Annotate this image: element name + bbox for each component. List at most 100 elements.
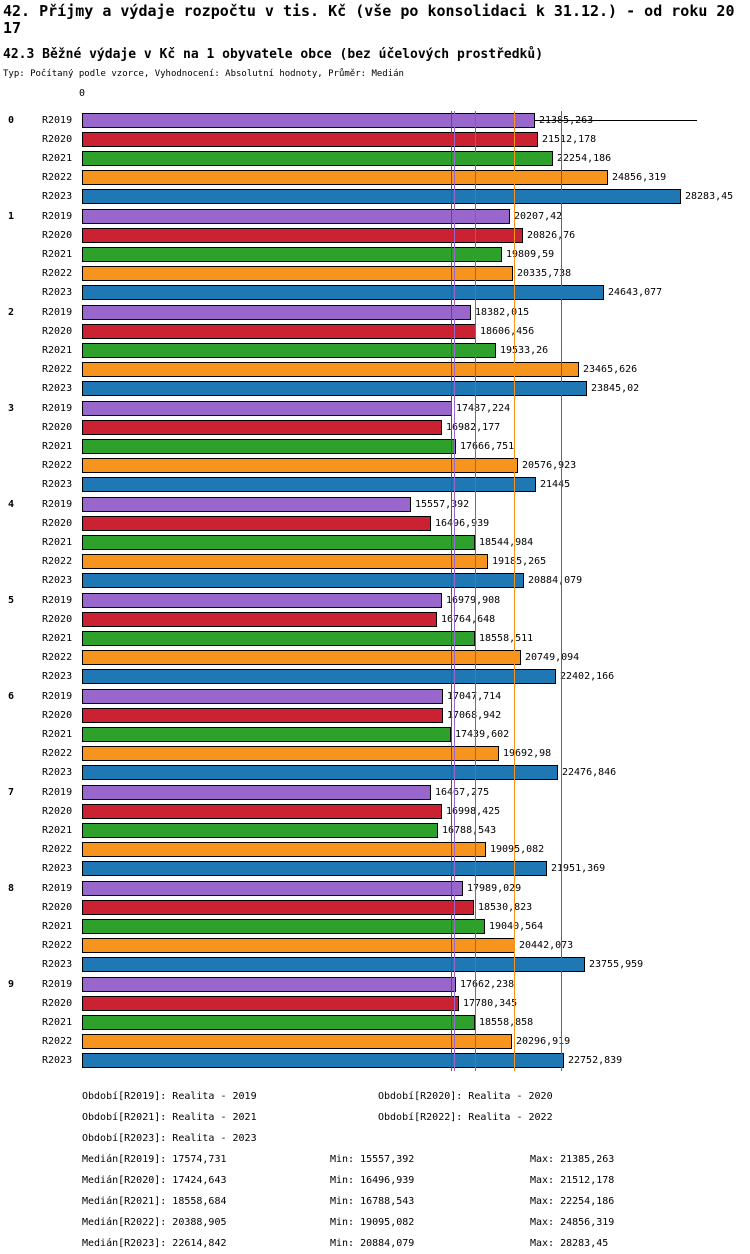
bar-track: 17662,238 bbox=[82, 975, 697, 994]
bar-value-label: 17780,345 bbox=[463, 998, 518, 1009]
bar-r2023-group-9 bbox=[82, 1053, 564, 1068]
series-label: R2022 bbox=[42, 748, 73, 759]
bar-track: 24856,319 bbox=[82, 168, 697, 187]
bar-value-label: 16496,939 bbox=[435, 518, 490, 529]
series-label: R2023 bbox=[42, 671, 73, 682]
bar-row: 8 R2019 17989,029 bbox=[0, 879, 750, 898]
bar-value-label: 20576,923 bbox=[522, 460, 577, 471]
series-label: R2022 bbox=[42, 652, 73, 663]
stat-max: Max: 24856,319 bbox=[530, 1217, 615, 1228]
bar-value-label: 16982,177 bbox=[446, 422, 501, 433]
chart-title-line2: 42.3 Běžné výdaje v Kč na 1 obyvatele ob… bbox=[3, 47, 544, 62]
category-label bbox=[0, 1032, 42, 1051]
bar-row: R2021 16788,543 bbox=[0, 821, 750, 840]
bar-track: 18382,015 bbox=[82, 303, 697, 322]
category-label bbox=[0, 130, 42, 149]
series-label: R2021 bbox=[42, 1017, 73, 1028]
bar-track: 21512,178 bbox=[82, 130, 697, 149]
bar-r2020-group-4 bbox=[82, 516, 431, 531]
bar-track: 19185,265 bbox=[82, 552, 697, 571]
bar-track: 17780,345 bbox=[82, 994, 697, 1013]
bar-value-label: 17666,751 bbox=[460, 441, 515, 452]
bar-track: 18558,511 bbox=[82, 629, 697, 648]
series-label: R2022 bbox=[42, 364, 73, 375]
series-label: R2022 bbox=[42, 172, 73, 183]
series-label: R2020 bbox=[42, 710, 73, 721]
series-label: R2019 bbox=[42, 115, 73, 126]
bar-row: R2021 19040,564 bbox=[0, 917, 750, 936]
category-label bbox=[0, 437, 42, 456]
category-label bbox=[0, 168, 42, 187]
bar-r2022-group-1 bbox=[82, 266, 513, 281]
stat-max: Max: 28283,45 bbox=[530, 1238, 609, 1249]
bar-r2023-group-7 bbox=[82, 861, 547, 876]
bar-r2021-group-0 bbox=[82, 151, 553, 166]
bar-value-label: 22402,166 bbox=[560, 671, 615, 682]
legend-entry: Období[R2021]: Realita - 2021 bbox=[82, 1112, 257, 1123]
chart-group-3: 3 R2019 17487,224 R2020 16982,177 R2021 17666,… bbox=[0, 399, 750, 494]
series-label: R2020 bbox=[42, 326, 73, 337]
stat-min: Min: 15557,392 bbox=[330, 1154, 415, 1165]
chart-rows: 0 R2019 21385,263 R2020 21512,178 R2021 22254,… bbox=[0, 87, 750, 1070]
bar-r2020-group-6 bbox=[82, 708, 443, 723]
bar-track: 17666,751 bbox=[82, 437, 697, 456]
bar-row: R2023 23845,02 bbox=[0, 379, 750, 398]
bar-track: 17487,224 bbox=[82, 399, 697, 418]
series-label: R2019 bbox=[42, 787, 73, 798]
category-label bbox=[0, 418, 42, 437]
legend-row: Období[R2021]: Realita - 2021 Období[R202… bbox=[82, 1107, 750, 1128]
legend-entry: Období[R2022]: Realita - 2022 bbox=[378, 1112, 553, 1123]
bar-row: 1 R2019 20207,42 bbox=[0, 207, 750, 226]
bar-r2019-group-2 bbox=[82, 305, 471, 320]
series-label: R2021 bbox=[42, 153, 73, 164]
bar-track: 20576,923 bbox=[82, 456, 697, 475]
series-label: R2022 bbox=[42, 268, 73, 279]
category-label bbox=[0, 533, 42, 552]
chart-group-6: 6 R2019 17047,714 R2020 17068,942 R2021 17439,… bbox=[0, 687, 750, 782]
bar-track: 22402,166 bbox=[82, 667, 697, 686]
series-label: R2022 bbox=[42, 460, 73, 471]
chart-group-2: 2 R2019 18382,015 R2020 18606,456 R2021 19533,… bbox=[0, 303, 750, 398]
bar-track: 16979,908 bbox=[82, 591, 697, 610]
series-label: R2019 bbox=[42, 883, 73, 894]
bar-track: 16764,648 bbox=[82, 610, 697, 629]
bar-row: R2022 20296,919 bbox=[0, 1032, 750, 1051]
bar-row: R2020 16982,177 bbox=[0, 418, 750, 437]
bar-value-label: 23755,959 bbox=[589, 959, 644, 970]
bar-track: 16982,177 bbox=[82, 418, 697, 437]
legend-row: Období[R2019]: Realita - 2019 Období[R202… bbox=[82, 1086, 750, 1107]
bar-row: R2022 24856,319 bbox=[0, 168, 750, 187]
category-label: 3 bbox=[8, 403, 15, 414]
chart-group-8: 8 R2019 17989,029 R2020 18530,823 R2021 19040,… bbox=[0, 879, 750, 974]
stat-median: Medián[R2019]: 17574,731 bbox=[82, 1154, 227, 1165]
chart-title-line1: 42. Příjmy a výdaje rozpočtu v tis. Kč (… bbox=[3, 2, 735, 37]
bar-r2022-group-9 bbox=[82, 1034, 512, 1049]
category-label bbox=[0, 264, 42, 283]
bar-r2021-group-3 bbox=[82, 439, 456, 454]
category-label: 8 bbox=[8, 883, 15, 894]
bar-row: R2023 20884,079 bbox=[0, 571, 750, 590]
category-label bbox=[0, 379, 42, 398]
stats-row: Medián[R2023]: 22614,842 Min: 20884,079 Ma… bbox=[82, 1233, 750, 1254]
bar-value-label: 19692,98 bbox=[503, 748, 552, 759]
bar-value-label: 20296,919 bbox=[516, 1036, 571, 1047]
bar-r2021-group-4 bbox=[82, 535, 475, 550]
bar-value-label: 19095,082 bbox=[490, 844, 545, 855]
category-label bbox=[0, 629, 42, 648]
bar-value-label: 22752,839 bbox=[568, 1055, 623, 1066]
category-label bbox=[0, 187, 42, 206]
bar-row: R2020 20826,76 bbox=[0, 226, 750, 245]
bar-row: 4 R2019 15557,392 bbox=[0, 495, 750, 514]
stats-row: Medián[R2020]: 17424,643 Min: 16496,939 Ma… bbox=[82, 1170, 750, 1191]
category-label bbox=[0, 763, 42, 782]
category-label bbox=[0, 725, 42, 744]
bar-row: R2020 16998,425 bbox=[0, 802, 750, 821]
bar-track: 20749,094 bbox=[82, 648, 697, 667]
category-label: 0 bbox=[8, 115, 15, 126]
bar-track: 21385,263 bbox=[82, 111, 697, 130]
bar-r2019-group-0 bbox=[82, 113, 535, 128]
series-label: R2022 bbox=[42, 940, 73, 951]
bar-track: 17989,029 bbox=[82, 879, 697, 898]
bar-value-label: 16998,425 bbox=[446, 806, 501, 817]
bar-r2019-group-7 bbox=[82, 785, 431, 800]
